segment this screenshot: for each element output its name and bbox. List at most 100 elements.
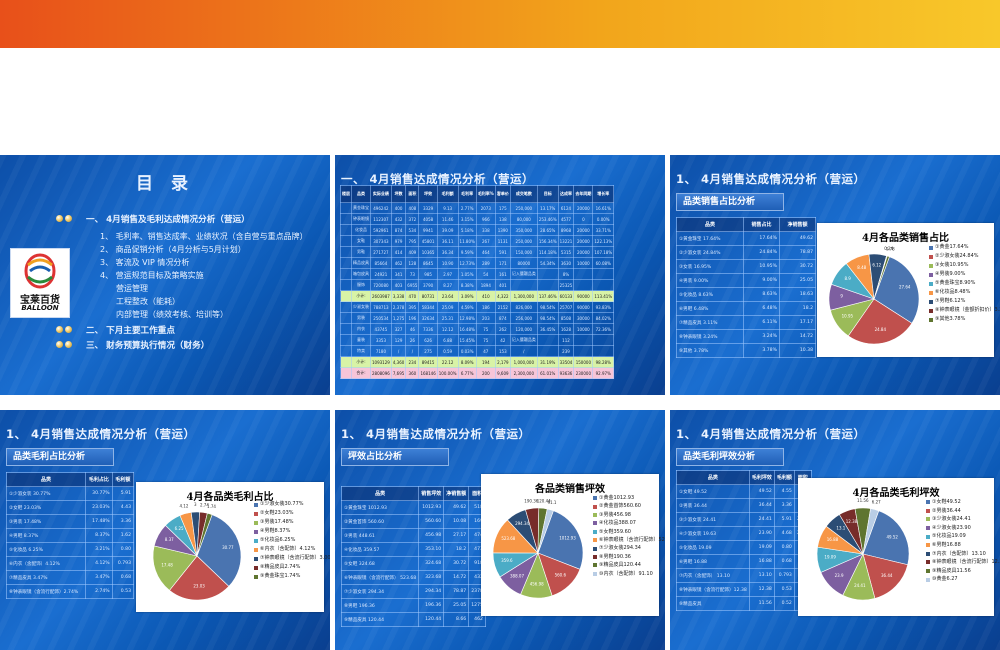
table-cell: 496242 — [370, 202, 392, 214]
table-cell: 534 — [405, 224, 420, 236]
table-cell: 464 — [475, 246, 496, 258]
table-cell: 5315 — [557, 246, 575, 258]
table-cell: 168146 — [418, 367, 438, 379]
table-cell: 9.00% — [742, 273, 780, 288]
toc-item[interactable]: 二、 下月主要工作重点 — [86, 326, 175, 336]
table-cell: 36.44 — [748, 498, 775, 513]
table-cell: 化妆品 — [351, 224, 371, 236]
table-cell: 28.65% — [536, 224, 559, 236]
section-tab[interactable]: 品类销售占比分析 — [676, 193, 784, 211]
table-cell: 10365 — [418, 246, 438, 258]
pie-slice — [537, 510, 584, 570]
table-cell: 250,000 — [509, 235, 538, 247]
table-cell: 591 — [494, 246, 511, 258]
toc-item[interactable]: 1、 毛利率、销售达成率、业绩状况（含自营与重点品牌） — [100, 232, 308, 241]
table-cell: ⑦少淑女装 294.34 — [340, 584, 420, 599]
chart-title: 4月各品类毛利占比 — [186, 492, 274, 503]
table-cell: 203 — [475, 312, 496, 324]
legend-swatch — [926, 543, 930, 548]
legend-swatch — [929, 245, 933, 250]
table-cell — [340, 246, 352, 258]
table-cell: 小计: — [351, 356, 371, 368]
legend-item: ⑤女鞋359.60 — [593, 528, 665, 536]
table-cell: 4058 — [418, 213, 438, 225]
toc-item[interactable]: 4、 营运规范目标及策略实施 — [100, 271, 204, 280]
table-row: 男装 250534 1,275 196 32634 25.31 12.98% 203 874 25… — [340, 312, 615, 324]
section-tab[interactable]: 品类毛利坪效分析 — [676, 448, 784, 466]
table-cell: 4,322 — [494, 290, 511, 302]
slide-sales-density[interactable]: 1、 4月销售达成情况分析（营运） 坪效占比分析 品类 销售坪效 净销售额 面积 ①黄金… — [335, 410, 665, 650]
chart-legend: ①黄金17.64% ②少淑女装24.84% ③女装10.95% ④男装9.00% ⑤黄金… — [929, 243, 1000, 324]
table-cell: 8.38% — [457, 279, 477, 291]
table-cell: 坪效 — [418, 185, 438, 203]
table-cell: 47 — [475, 345, 496, 357]
table-row: ①黄金珠宝 17.64% 17.64% 49.62 — [676, 231, 817, 246]
table-cell: ②黄金首饰 560.60 — [340, 514, 420, 529]
slide-table-of-contents[interactable]: 目 录 宝莱百货 BALLOON 一、 4月销售及毛利达成情况分析（营运） 1、 … — [0, 155, 330, 395]
slide-profit-share[interactable]: 1、 4月销售达成情况分析（营运） 品类毛利占比分析 品类 毛利占比 毛利额 ①少淑女… — [0, 410, 330, 650]
bullet-icon — [56, 340, 74, 349]
toc-item[interactable]: 营运管理 — [116, 284, 148, 293]
legend-label: ④少淑女装23.90 — [932, 524, 971, 531]
legend-label: ⑤化妆品6.25% — [260, 537, 296, 543]
data-label: 6.12 — [872, 263, 881, 268]
slide-sales-table[interactable]: 一、 4月销售达成情况分析（营运） 楼层 品类 实际业绩 坪数 面积 坪效 毛利额 毛利率 毛利… — [335, 155, 665, 395]
company-logo: 宝莱百货 BALLOON — [10, 248, 70, 318]
toc-item[interactable]: 3、 客流及 VIP 情况分析 — [100, 258, 190, 267]
column-header: 毛利额 — [111, 472, 135, 487]
toc-item[interactable]: 工程整改（能耗） — [116, 297, 180, 306]
column-header: 销售占比 — [742, 217, 780, 232]
table-cell: 253.46% — [536, 213, 559, 225]
legend-item: ③少淑女装24.41 — [926, 515, 1000, 524]
table-cell: 826,000 — [509, 301, 538, 313]
table-cell: 0.793 — [111, 556, 135, 571]
table-cell: 462 — [390, 257, 407, 269]
table-cell: 5.91 — [111, 486, 135, 501]
legend-label: ⑥钟表眼镜（含流行配饰）523.68 — [599, 537, 665, 544]
slide-sales-share[interactable]: 1、 4月销售达成情况分析（营运） 品类销售占比分析 品类 销售占比 净销售额 ①黄金… — [670, 155, 1000, 395]
table-cell: 73 — [405, 268, 420, 280]
legend-label: ⑤女鞋359.60 — [599, 528, 631, 535]
legend-label: ⑦男鞋6.12% — [935, 298, 966, 304]
table-cell: 服饰 — [351, 279, 371, 291]
table-cell: 470 — [405, 290, 420, 302]
toc-item[interactable]: 2、 商品促销分析（4月分析与5月计划） — [100, 245, 246, 254]
toc-item[interactable]: 内部管理（绩效考核、培训等） — [116, 310, 228, 319]
legend-swatch — [926, 517, 930, 522]
table-cell: 414 — [390, 246, 407, 258]
toc-item[interactable]: 三、 财务预算执行情况（财务） — [86, 341, 210, 351]
table-cell: 46 — [405, 323, 420, 335]
section-tab[interactable]: 坪效占比分析 — [341, 448, 449, 466]
legend-swatch — [254, 574, 258, 579]
table-cell: 6955 — [405, 279, 420, 291]
table-row: ⑧钟表眼镜 3.24% 3.24% 14.72 — [676, 329, 817, 344]
table-cell: 2.77% — [457, 202, 477, 214]
legend-swatch — [254, 520, 258, 525]
table-cell: ②男装 36.44 — [676, 498, 750, 513]
table-cell: 200 — [475, 367, 496, 379]
section-tab[interactable]: 品类毛利占比分析 — [6, 448, 114, 466]
table-row: ②女鞋 23.03% 23.03% 4.43 — [5, 500, 135, 515]
table-cell: 14.72 — [443, 570, 470, 585]
table-cell: 85664 — [370, 257, 392, 269]
table-cell: ③男装 448.61 — [340, 528, 420, 543]
table-row: 小计: 2603987 3,338 470 80731 23.64 3.09% 410 4,32… — [340, 290, 615, 302]
table-row: 少淑女装 788713 2,378 395 58344 25.09 4.59% 186 2152… — [340, 301, 615, 313]
table-cell: 30.72 — [778, 259, 817, 274]
legend-label: ①女鞋49.52 — [932, 499, 961, 505]
table-cell: ⑥内衣（含配饰）4.12% — [5, 556, 87, 571]
legend-label: ⑦少淑女装294.34 — [599, 545, 641, 552]
toc-item[interactable]: 一、 4月销售及毛利达成情况分析（营运） — [86, 215, 250, 225]
table-cell: 338 — [475, 224, 496, 236]
table-cell: 4.43 — [111, 500, 135, 515]
slide-profit-density[interactable]: 1、 4月销售达成情况分析（营运） 品类毛利坪效分析 品类毛利坪效毛利额面积①女… — [670, 410, 1000, 650]
legend-item: ②少淑女装24.84% — [929, 252, 1000, 261]
table-cell: 372 — [405, 213, 420, 225]
legend-swatch — [254, 538, 258, 543]
table-cell: 1.05% — [457, 268, 477, 280]
table-cell — [509, 279, 538, 291]
table-cell: 17.64% — [742, 231, 780, 246]
table-cell: 1390 — [494, 224, 511, 236]
